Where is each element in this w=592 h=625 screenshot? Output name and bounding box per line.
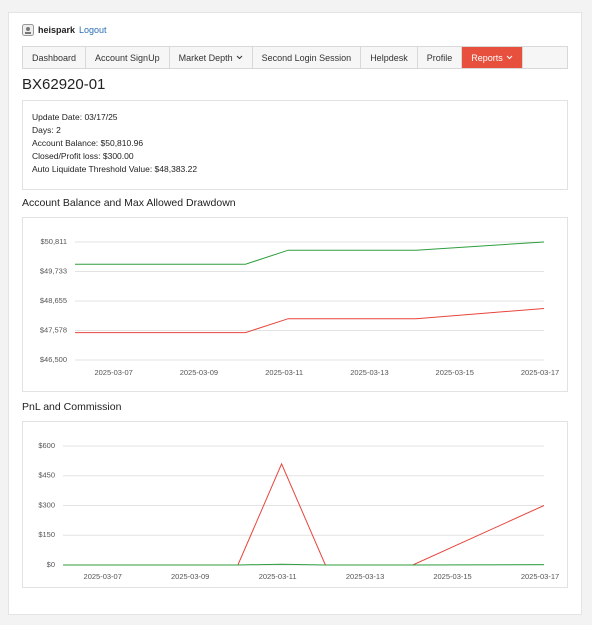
nav-label: Profile bbox=[426, 52, 453, 63]
y-tick-label: $0 bbox=[47, 560, 55, 569]
info-line: Account Balance: $50,810.96 bbox=[32, 138, 144, 148]
chart: $0 $150 $300 $450 $600 2025-03-07 2025-03-09 20… bbox=[22, 421, 568, 588]
info-line: Update Date: 03/17/25 bbox=[32, 112, 118, 122]
x-tick-label: 2025-03-09 bbox=[180, 368, 218, 377]
info-line: Closed/Profit loss: $300.00 bbox=[32, 151, 134, 161]
data-line bbox=[75, 241, 545, 265]
x-tick-label: 2025-03-15 bbox=[436, 368, 474, 377]
account-title: BX62920-01 bbox=[22, 76, 106, 93]
nav-tab[interactable]: Helpdesk bbox=[361, 47, 418, 68]
x-tick-label: 2025-03-13 bbox=[350, 368, 388, 377]
x-tick-label: 2025-03-11 bbox=[259, 572, 297, 581]
nav-tab[interactable]: Dashboard bbox=[23, 47, 87, 68]
avatar-icon bbox=[22, 24, 34, 36]
data-line bbox=[63, 563, 545, 566]
y-tick-label: $50,811 bbox=[40, 237, 67, 246]
x-tick-label: 2025-03-17 bbox=[521, 572, 559, 581]
nav-label: Dashboard bbox=[32, 52, 77, 63]
username: heispark bbox=[38, 25, 76, 35]
x-tick-label: 2025-03-13 bbox=[346, 572, 384, 581]
y-tick-label: $300 bbox=[38, 500, 55, 509]
nav-label: Reports bbox=[471, 52, 503, 63]
nav-label: Market Depth bbox=[178, 52, 233, 63]
y-tick-label: $48,655 bbox=[40, 296, 67, 305]
nav-tab[interactable]: Reports bbox=[462, 47, 523, 68]
y-tick-label: $47,578 bbox=[40, 325, 67, 334]
y-tick-label: $49,733 bbox=[40, 266, 67, 275]
chart: $46,500 $47,578 $48,655 $49,733 $50,811 2025-… bbox=[22, 217, 568, 392]
chevron bbox=[236, 55, 242, 60]
x-tick-label: 2025-03-07 bbox=[94, 368, 132, 377]
x-tick-label: 2025-03-11 bbox=[265, 368, 303, 377]
nav-tab[interactable]: Profile bbox=[418, 47, 463, 68]
data-line bbox=[75, 308, 545, 334]
logout-link[interactable]: Logout bbox=[79, 25, 107, 35]
info-line: Auto Liquidate Threshold Value: $48,383.… bbox=[32, 164, 198, 174]
nav-tab[interactable]: Market Depth bbox=[170, 47, 253, 68]
info-box: Update Date: 03/17/25 Days: 2 Account Ba… bbox=[22, 100, 568, 190]
x-tick-label: 2025-03-09 bbox=[171, 572, 209, 581]
x-tick-label: 2025-03-07 bbox=[84, 572, 122, 581]
user-header: heispark Logout bbox=[22, 24, 107, 36]
y-tick-label: $450 bbox=[38, 471, 55, 480]
nav-tab[interactable]: Second Login Session bbox=[253, 47, 362, 68]
y-tick-label: $46,500 bbox=[40, 355, 67, 364]
nav-label: Second Login Session bbox=[261, 52, 352, 63]
y-tick-label: $600 bbox=[38, 441, 55, 450]
chart-title: Account Balance and Max Allowed Drawdown bbox=[22, 197, 236, 209]
x-tick-label: 2025-03-15 bbox=[433, 572, 471, 581]
nav-tab[interactable]: Account SignUp bbox=[86, 47, 170, 68]
x-tick-label: 2025-03-17 bbox=[521, 368, 559, 377]
info-line: Days: 2 bbox=[32, 125, 61, 135]
nav-bar: Dashboard Account SignUp Market Depth Se… bbox=[22, 46, 568, 69]
chevron bbox=[506, 55, 513, 60]
y-tick-label: $150 bbox=[38, 530, 55, 539]
nav-label: Account SignUp bbox=[95, 52, 160, 63]
chart-title: PnL and Commission bbox=[22, 401, 122, 413]
nav-label: Helpdesk bbox=[370, 52, 408, 63]
data-line bbox=[63, 462, 545, 566]
